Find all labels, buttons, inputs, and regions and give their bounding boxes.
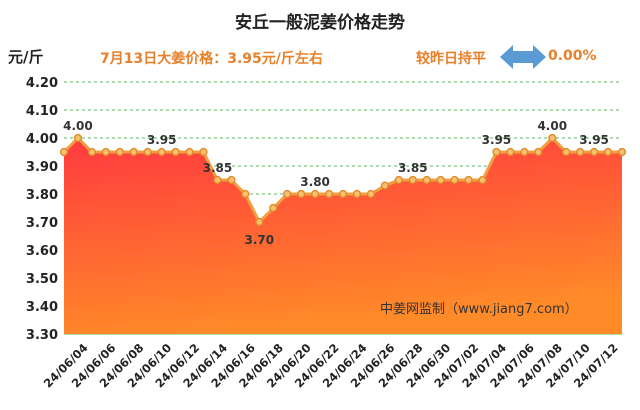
- data-point: [562, 147, 571, 157]
- watermark: 中姜网监制（www.jiang7.com）: [380, 302, 578, 317]
- data-point: [338, 189, 348, 199]
- data-point: [87, 147, 97, 157]
- y-axis-ticks: 3.30 3.40 3.50 3.60 3.70 3.80 3.90 4.00 4.10 4.20: [26, 76, 58, 343]
- data-point: [478, 175, 487, 185]
- data-point: [464, 175, 473, 185]
- y-tick-label: 3.40: [26, 300, 58, 315]
- data-point: [143, 147, 152, 157]
- data-label: 4.00: [537, 119, 567, 133]
- data-point: [297, 189, 306, 199]
- y-tick-label: 3.70: [26, 216, 58, 231]
- data-label: 3.85: [398, 161, 428, 175]
- data-point: [115, 147, 124, 157]
- data-point: [59, 147, 69, 157]
- data-point: [241, 189, 250, 199]
- data-point: [436, 175, 445, 185]
- data-point: [352, 189, 362, 199]
- data-point: [171, 147, 180, 157]
- data-point: [394, 175, 403, 185]
- data-point: [283, 189, 292, 199]
- y-tick-label: 3.90: [26, 160, 58, 175]
- data-label: 3.80: [300, 175, 330, 189]
- data-point: [101, 147, 110, 157]
- data-point: [199, 147, 208, 157]
- data-point: [576, 147, 585, 157]
- data-point: [408, 175, 417, 185]
- y-tick-label: 4.10: [26, 104, 58, 119]
- price-info: 7月13日大姜价格：3.95元/斤左右: [100, 51, 323, 67]
- data-point: [157, 147, 166, 157]
- data-point: [129, 147, 138, 157]
- data-point: [506, 147, 515, 157]
- data-labels: 4.00 3.95 3.85 3.70 3.80 3.85 3.95 4.00 3.95: [63, 119, 609, 247]
- data-point: [548, 133, 557, 143]
- data-point: [73, 133, 83, 143]
- data-label: 3.95: [579, 133, 609, 147]
- data-point: [366, 189, 376, 199]
- data-label: 3.95: [482, 133, 512, 147]
- data-point: [380, 181, 389, 190]
- left-right-arrow-icon: [500, 45, 546, 69]
- area-fill-path: [64, 138, 622, 334]
- data-point: [311, 189, 320, 199]
- data-point: [534, 147, 543, 157]
- data-point: [269, 203, 278, 213]
- data-point: [185, 147, 194, 157]
- compare-label: 较昨日持平: [416, 51, 486, 67]
- chart-title: 安丘一般泥姜价格走势: [235, 13, 405, 33]
- data-label: 3.85: [203, 161, 233, 175]
- data-point: [422, 175, 431, 185]
- data-point: [520, 147, 529, 157]
- y-tick-label: 3.80: [26, 188, 58, 203]
- data-points: [59, 133, 627, 227]
- data-label: 4.00: [63, 119, 93, 133]
- data-label: 3.95: [147, 133, 177, 147]
- data-point: [492, 147, 501, 157]
- area-fill: [64, 138, 622, 334]
- y-tick-label: 3.50: [26, 272, 58, 287]
- data-point: [589, 147, 599, 157]
- y-tick-label: 4.20: [26, 76, 58, 91]
- y-tick-label: 3.30: [26, 328, 58, 343]
- data-point: [324, 189, 334, 199]
- y-tick-label: 4.00: [26, 132, 58, 147]
- y-unit-label: 元/斤: [8, 48, 44, 66]
- data-point: [227, 175, 236, 185]
- y-tick-label: 3.60: [26, 244, 58, 259]
- change-value: 0.00%: [548, 48, 597, 64]
- data-point: [603, 147, 613, 157]
- x-axis-ticks: 24/06/0424/06/0624/06/0824/06/1024/06/12…: [41, 341, 621, 391]
- data-point: [255, 217, 264, 227]
- data-point: [213, 175, 222, 185]
- data-label: 3.70: [244, 233, 274, 247]
- data-point: [450, 175, 459, 185]
- data-point: [617, 147, 627, 157]
